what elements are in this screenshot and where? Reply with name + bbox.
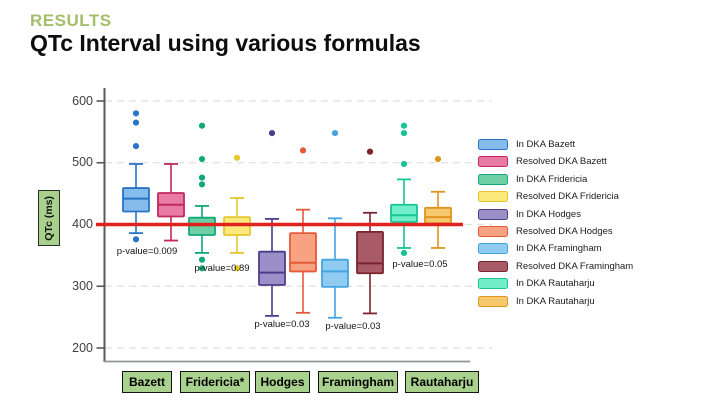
box-9	[424, 206, 452, 225]
legend-item-6: In DKA Framingham	[478, 242, 602, 255]
p-value-Bazett: p-value=0.009	[116, 246, 178, 257]
legend-item-7: Resolved DKA Framingham	[478, 260, 633, 273]
legend-label-3: Resolved DKA Fridericia	[516, 191, 619, 203]
category-label-Rautaharju: Rautaharju	[405, 371, 479, 393]
outlier-dot-6-0	[331, 130, 339, 137]
section-kicker: RESULTS	[30, 11, 112, 30]
legend-item-2: In DKA Fridericia	[478, 173, 587, 186]
category-label-Hodges: Hodges	[255, 371, 310, 393]
y-tick-label-300: 300	[72, 278, 93, 293]
box-2	[188, 216, 216, 236]
outlier-dot-0-3	[132, 236, 140, 243]
outlier-dot-8-3	[400, 249, 408, 257]
legend-item-8: In DKA Rautaharju	[478, 277, 595, 290]
outlier-dot-2-4	[198, 256, 206, 263]
legend-item-4: In DKA Hodges	[478, 208, 581, 221]
legend-swatch-5	[478, 226, 508, 237]
outlier-dot-7-0	[366, 148, 374, 155]
legend-swatch-9	[478, 295, 508, 307]
outlier-dot-3-1	[233, 265, 241, 272]
outlier-dot-0-0	[132, 110, 140, 117]
legend-label-4: In DKA Hodges	[516, 208, 581, 220]
outlier-dot-0-2	[132, 142, 140, 150]
outlier-dot-4-0	[268, 130, 276, 137]
legend-item-1: Resolved DKA Bazett	[478, 155, 607, 168]
box-0	[122, 187, 150, 213]
y-tick-label-500: 500	[72, 155, 93, 170]
legend-swatch-0	[478, 139, 508, 150]
legend-swatch-6	[478, 243, 508, 255]
category-label-Fridericia: Fridericia*	[180, 371, 250, 393]
legend-swatch-2	[478, 173, 508, 185]
legend-swatch-8	[478, 278, 508, 290]
y-tick-label-200: 200	[72, 340, 93, 355]
box-6	[321, 258, 349, 288]
box-5	[289, 232, 317, 273]
outlier-dot-2-1	[198, 155, 206, 163]
legend-item-3: Resolved DKA Fridericia	[478, 190, 619, 203]
outlier-dot-2-3	[198, 181, 206, 188]
box-7	[356, 231, 384, 275]
legend-label-0: In DKA Bazett	[516, 139, 576, 150]
legend-swatch-1	[478, 156, 508, 168]
legend-label-6: In DKA Framingham	[516, 243, 602, 255]
box-8	[390, 203, 418, 223]
outlier-dot-2-0	[198, 122, 206, 129]
legend-swatch-3	[478, 191, 508, 203]
outlier-dot-0-1	[132, 119, 140, 126]
legend-label-8: In DKA Rautaharju	[516, 278, 595, 290]
outlier-dot-8-1	[400, 130, 408, 137]
legend-label-1: Resolved DKA Bazett	[516, 156, 607, 168]
p-value-Fridericia*: p-value=0.89	[194, 263, 250, 274]
y-tick-label-400: 400	[72, 217, 93, 231]
outlier-dot-8-2	[400, 160, 408, 168]
outlier-dot-2-2	[198, 174, 206, 181]
box-4	[258, 250, 286, 286]
y-tick-label-600: 600	[72, 93, 93, 108]
outlier-dot-2-5	[198, 265, 206, 272]
outlier-dot-8-0	[400, 122, 408, 129]
p-value-Rautaharju: p-value=0.05	[392, 259, 448, 270]
y-axis-label-box: QTc (ms)	[38, 190, 60, 246]
legend-swatch-7	[478, 260, 508, 272]
page-title: QTc Interval using various formulas	[30, 30, 421, 56]
outlier-dot-3-0	[233, 154, 241, 161]
legend-label-9: In DKA Rautaharju	[516, 295, 595, 307]
category-label-Bazett: Bazett	[122, 371, 172, 393]
legend-item-0: In DKA Bazett	[478, 138, 575, 151]
legend-item-9: In DKA Rautaharju	[478, 295, 595, 308]
outlier-dot-5-0	[299, 147, 307, 154]
outlier-dot-9-0	[434, 155, 442, 163]
legend-swatch-4	[478, 208, 508, 220]
legend-item-5: Resolved DKA Hodges	[478, 225, 613, 238]
p-value-Framingham: p-value=0.03	[325, 321, 381, 332]
category-label-Framingham: Framingham	[318, 371, 398, 393]
p-value-Hodges: p-value=0.03	[254, 319, 310, 330]
legend-label-5: Resolved DKA Hodges	[516, 226, 613, 237]
legend-label-7: Resolved DKA Framingham	[516, 260, 634, 272]
legend-label-2: In DKA Fridericia	[516, 173, 588, 185]
